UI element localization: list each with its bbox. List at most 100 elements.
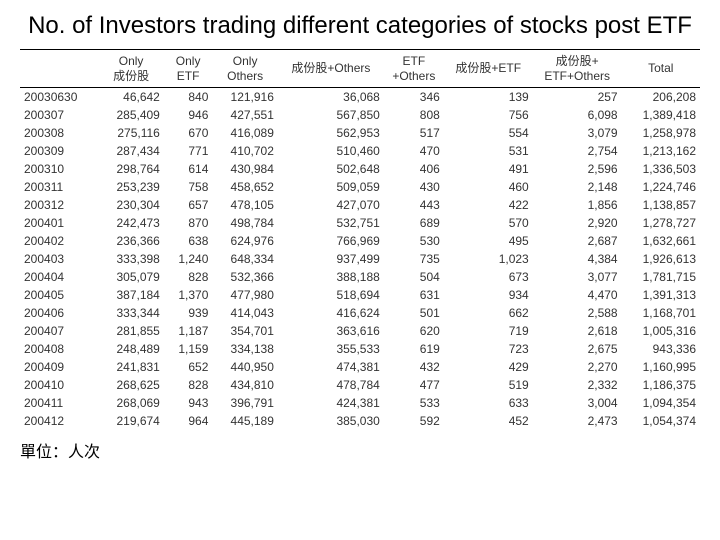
table-cell: 562,953 xyxy=(278,124,384,142)
table-cell: 934 xyxy=(444,286,533,304)
table-row: 2003063046,642840121,91636,0683461392572… xyxy=(20,87,700,106)
table-cell: 200406 xyxy=(20,304,98,322)
table-row: 200310298,764614430,984502,6484064912,59… xyxy=(20,160,700,178)
table-cell: 285,409 xyxy=(98,106,164,124)
table-cell: 517 xyxy=(384,124,444,142)
table-cell: 200309 xyxy=(20,142,98,160)
table-cell: 458,652 xyxy=(212,178,278,196)
table-cell: 388,188 xyxy=(278,268,384,286)
table-cell: 253,239 xyxy=(98,178,164,196)
table-cell: 275,116 xyxy=(98,124,164,142)
table-row: 200412219,674964445,189385,0305924522,47… xyxy=(20,412,700,430)
table-cell: 1,023 xyxy=(444,250,533,268)
table-cell: 36,068 xyxy=(278,87,384,106)
table-cell: 502,648 xyxy=(278,160,384,178)
table-cell: 504 xyxy=(384,268,444,286)
table-cell: 410,702 xyxy=(212,142,278,160)
table-cell: 470 xyxy=(384,142,444,160)
table-row: 200404305,079828532,366388,1885046733,07… xyxy=(20,268,700,286)
table-cell: 870 xyxy=(164,214,213,232)
table-cell: 2,588 xyxy=(533,304,622,322)
table-cell: 2,618 xyxy=(533,322,622,340)
table-cell: 620 xyxy=(384,322,444,340)
table-cell: 532,751 xyxy=(278,214,384,232)
table-cell: 432 xyxy=(384,358,444,376)
table-row: 200307285,409946427,551567,8508087566,09… xyxy=(20,106,700,124)
table-cell: 937,499 xyxy=(278,250,384,268)
table-cell: 474,381 xyxy=(278,358,384,376)
table-cell: 200401 xyxy=(20,214,98,232)
table-cell: 828 xyxy=(164,268,213,286)
column-header: OnlyETF xyxy=(164,50,213,88)
table-cell: 567,850 xyxy=(278,106,384,124)
table-cell: 200403 xyxy=(20,250,98,268)
table-cell: 614 xyxy=(164,160,213,178)
table-cell: 427,551 xyxy=(212,106,278,124)
table-cell: 4,470 xyxy=(533,286,622,304)
table-cell: 478,784 xyxy=(278,376,384,394)
table-cell: 333,344 xyxy=(98,304,164,322)
table-cell: 268,625 xyxy=(98,376,164,394)
column-header: OnlyOthers xyxy=(212,50,278,88)
table-cell: 200407 xyxy=(20,322,98,340)
table-cell: 2,675 xyxy=(533,340,622,358)
table-cell: 2,596 xyxy=(533,160,622,178)
table-cell: 200312 xyxy=(20,196,98,214)
table-cell: 396,791 xyxy=(212,394,278,412)
table-cell: 1,258,978 xyxy=(622,124,700,142)
table-cell: 624,976 xyxy=(212,232,278,250)
table-cell: 840 xyxy=(164,87,213,106)
table-cell: 478,105 xyxy=(212,196,278,214)
table-cell: 200410 xyxy=(20,376,98,394)
table-cell: 662 xyxy=(444,304,533,322)
table-cell: 363,616 xyxy=(278,322,384,340)
table-cell: 633 xyxy=(444,394,533,412)
table-cell: 1,094,354 xyxy=(622,394,700,412)
table-cell: 638 xyxy=(164,232,213,250)
table-cell: 1,186,375 xyxy=(622,376,700,394)
table-cell: 248,489 xyxy=(98,340,164,358)
table-cell: 758 xyxy=(164,178,213,196)
table-cell: 808 xyxy=(384,106,444,124)
table-cell: 1,278,727 xyxy=(622,214,700,232)
table-row: 200309287,434771410,702510,4604705312,75… xyxy=(20,142,700,160)
table-cell: 2,754 xyxy=(533,142,622,160)
table-cell: 333,398 xyxy=(98,250,164,268)
table-cell: 766,969 xyxy=(278,232,384,250)
table-cell: 430,984 xyxy=(212,160,278,178)
table-cell: 200412 xyxy=(20,412,98,430)
unit-footer: 單位：人次 xyxy=(20,438,700,462)
investors-table: Only成份股OnlyETFOnlyOthers成份股+OthersETF+Ot… xyxy=(20,49,700,430)
table-cell: 121,916 xyxy=(212,87,278,106)
table-cell: 648,334 xyxy=(212,250,278,268)
table-cell: 673 xyxy=(444,268,533,286)
column-header: 成份股+ETF+Others xyxy=(533,50,622,88)
table-cell: 200404 xyxy=(20,268,98,286)
table-cell: 334,138 xyxy=(212,340,278,358)
table-row: 200311253,239758458,652509,0594304602,14… xyxy=(20,178,700,196)
table-row: 200407281,8551,187354,701363,6166207192,… xyxy=(20,322,700,340)
table-row: 200308275,116670416,089562,9535175543,07… xyxy=(20,124,700,142)
table-cell: 1,389,418 xyxy=(622,106,700,124)
table-cell: 1,391,313 xyxy=(622,286,700,304)
table-cell: 530 xyxy=(384,232,444,250)
page-title: No. of Investors trading different categ… xyxy=(20,10,700,41)
table-cell: 2,920 xyxy=(533,214,622,232)
table-cell: 477,980 xyxy=(212,286,278,304)
table-cell: 427,070 xyxy=(278,196,384,214)
table-cell: 6,098 xyxy=(533,106,622,124)
table-cell: 20030630 xyxy=(20,87,98,106)
table-row: 200408248,4891,159334,138355,5336197232,… xyxy=(20,340,700,358)
table-cell: 460 xyxy=(444,178,533,196)
table-row: 200411268,069943396,791424,3815336333,00… xyxy=(20,394,700,412)
table-cell: 46,642 xyxy=(98,87,164,106)
column-header: 成份股+ETF xyxy=(444,50,533,88)
column-header: Total xyxy=(622,50,700,88)
table-row: 200405387,1841,370477,980518,6946319344,… xyxy=(20,286,700,304)
table-cell: 414,043 xyxy=(212,304,278,322)
table-cell: 2,148 xyxy=(533,178,622,196)
table-cell: 619 xyxy=(384,340,444,358)
table-cell: 495 xyxy=(444,232,533,250)
table-cell: 1,213,162 xyxy=(622,142,700,160)
table-cell: 200307 xyxy=(20,106,98,124)
